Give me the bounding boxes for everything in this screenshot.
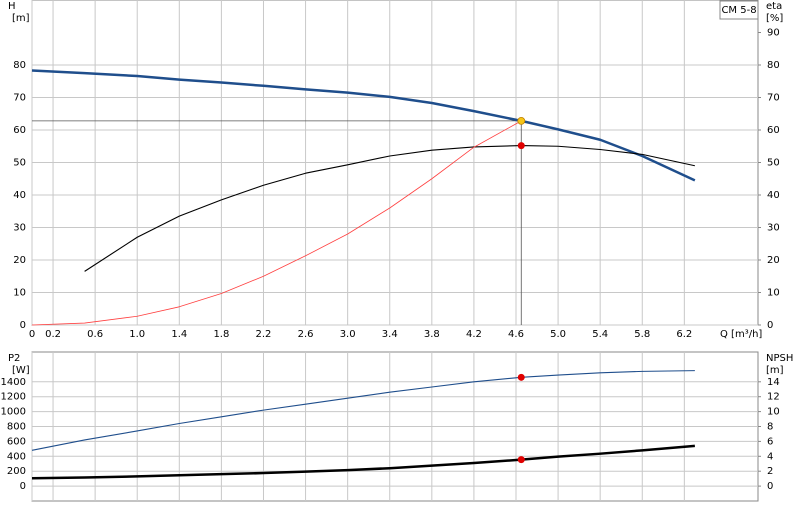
y-tick-label: 60	[13, 125, 26, 136]
x-tick-label: 0.6	[87, 329, 103, 340]
y-tick-label: 50	[13, 158, 26, 169]
y2-axis-label: NPSH	[766, 353, 793, 364]
x-tick-label: 3.8	[424, 329, 440, 340]
y-tick-label: 1000	[1, 407, 26, 418]
y2-tick-label: 90	[767, 28, 780, 39]
y-axis-unit: [W]	[12, 365, 30, 376]
y-tick-label: 10	[13, 288, 26, 299]
y-tick-label: 0	[20, 481, 26, 492]
x-tick-label: 1.8	[213, 329, 229, 340]
y-tick-label: 600	[7, 436, 26, 447]
x-tick-label: 0.2	[45, 329, 61, 340]
y2-tick-label: 8	[767, 422, 773, 433]
y2-axis-unit: [m]	[766, 365, 784, 376]
y2-tick-label: 70	[767, 93, 780, 104]
y-axis-label: P2	[8, 353, 20, 364]
y2-tick-label: 0	[767, 320, 773, 331]
y2-tick-label: 60	[767, 125, 780, 136]
y-tick-label: 400	[7, 451, 26, 462]
y-tick-label: 80	[13, 60, 26, 71]
operating-point	[517, 373, 525, 381]
curve	[31, 120, 522, 326]
x-axis-label: Q [m³/h]	[720, 329, 762, 340]
y-tick-label: 1400	[1, 377, 26, 388]
y2-tick-label: 4	[767, 451, 773, 462]
y2-tick-label: 0	[767, 481, 773, 492]
y2-tick-label: 30	[767, 223, 780, 234]
legend-box	[719, 0, 759, 20]
curve	[84, 145, 695, 272]
x-tick-label: 2.2	[256, 329, 272, 340]
y2-axis-label: eta	[766, 1, 782, 12]
y2-tick-label: 10	[767, 407, 780, 418]
x-tick-label: 4.6	[508, 329, 524, 340]
y-tick-label: 200	[7, 466, 26, 477]
curve	[31, 370, 695, 451]
y2-tick-label: 12	[767, 392, 780, 403]
y-axis-unit: [m]	[12, 13, 30, 24]
y2-tick-label: 14	[767, 377, 780, 388]
y2-tick-label: 10	[767, 288, 780, 299]
operating-point	[517, 456, 525, 464]
x-tick-label: 4.2	[466, 329, 482, 340]
y-tick-label: 1200	[1, 392, 26, 403]
y2-tick-label: 50	[767, 158, 780, 169]
x-tick-label: 3.0	[340, 329, 356, 340]
curve	[31, 69, 696, 182]
x-tick-label: 1.4	[171, 329, 187, 340]
y-axis-label: H	[8, 1, 16, 12]
y2-tick-label: 2	[767, 466, 773, 477]
operating-point	[517, 142, 525, 150]
y2-tick-label: 6	[767, 436, 773, 447]
curve	[31, 444, 695, 480]
x-tick-label: 5.4	[592, 329, 608, 340]
x-tick-label: 1.0	[129, 329, 145, 340]
y-tick-label: 20	[13, 255, 26, 266]
y-tick-label: 70	[13, 93, 26, 104]
y2-axis-unit: [%]	[766, 13, 783, 24]
y-tick-label: 800	[7, 422, 26, 433]
legend-label: CM 5-8	[721, 5, 756, 16]
x-tick-label: 5.0	[550, 329, 566, 340]
x-tick-label: 0	[29, 329, 35, 340]
y-tick-label: 30	[13, 223, 26, 234]
y-tick-label: 40	[13, 190, 26, 201]
y2-tick-label: 40	[767, 190, 780, 201]
y-tick-label: 0	[20, 320, 26, 331]
x-tick-label: 5.8	[634, 329, 650, 340]
x-tick-label: 6.2	[676, 329, 692, 340]
x-tick-label: 3.4	[382, 329, 398, 340]
x-tick-label: 2.6	[298, 329, 314, 340]
y2-tick-label: 20	[767, 255, 780, 266]
y2-tick-label: 80	[767, 60, 780, 71]
operating-point	[517, 117, 526, 125]
